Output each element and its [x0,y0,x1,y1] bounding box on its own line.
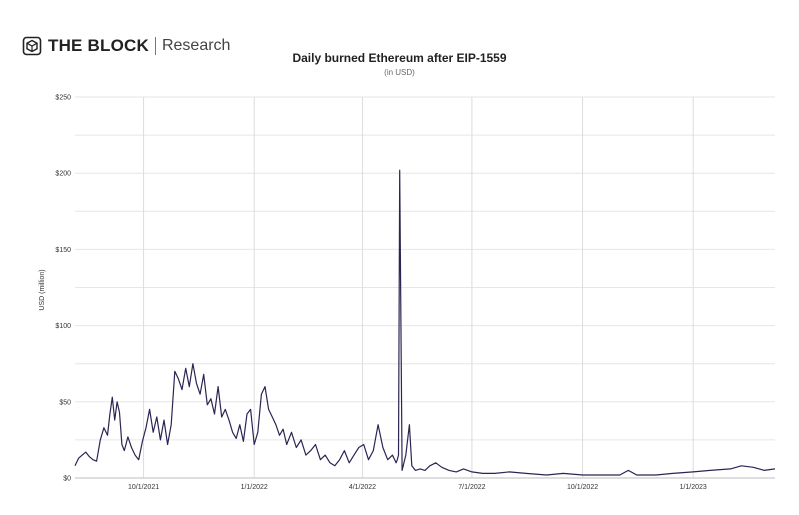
x-tick-label: 10/1/2022 [567,484,598,491]
brand-name: THE BLOCK [48,36,149,55]
series-line [74,169,776,476]
x-tick-label: 10/1/2021 [128,484,159,491]
y-tick-label: $150 [55,247,71,254]
chart-axes: $0 $50 $100 $150 $200 $250 10/1/2021 1/1/2022 4/… [55,95,775,491]
x-tick-label: 4/1/2022 [349,484,376,491]
brand-sub: Research [161,37,231,54]
chart-grid [75,96,775,479]
y-axis-label: USD (million) [39,269,46,310]
chart-subtitle: (in USD) [384,68,415,77]
chart-series [74,169,776,476]
y-tick-label: $200 [55,171,71,178]
x-tick-label: 7/1/2022 [458,484,485,491]
cube-logo-icon [22,36,42,56]
x-tick-label: 1/1/2023 [680,484,707,491]
y-tick-label: $250 [55,95,71,102]
brand-divider [154,37,156,55]
y-tick-label: $100 [55,323,71,330]
chart-title: Daily burned Ethereum after EIP-1559 [292,51,507,65]
y-tick-label: $50 [59,399,71,406]
y-tick-label: $0 [63,476,71,483]
x-tick-label: 1/1/2022 [241,484,268,491]
brand-header: THE BLOCK Research [22,34,230,58]
